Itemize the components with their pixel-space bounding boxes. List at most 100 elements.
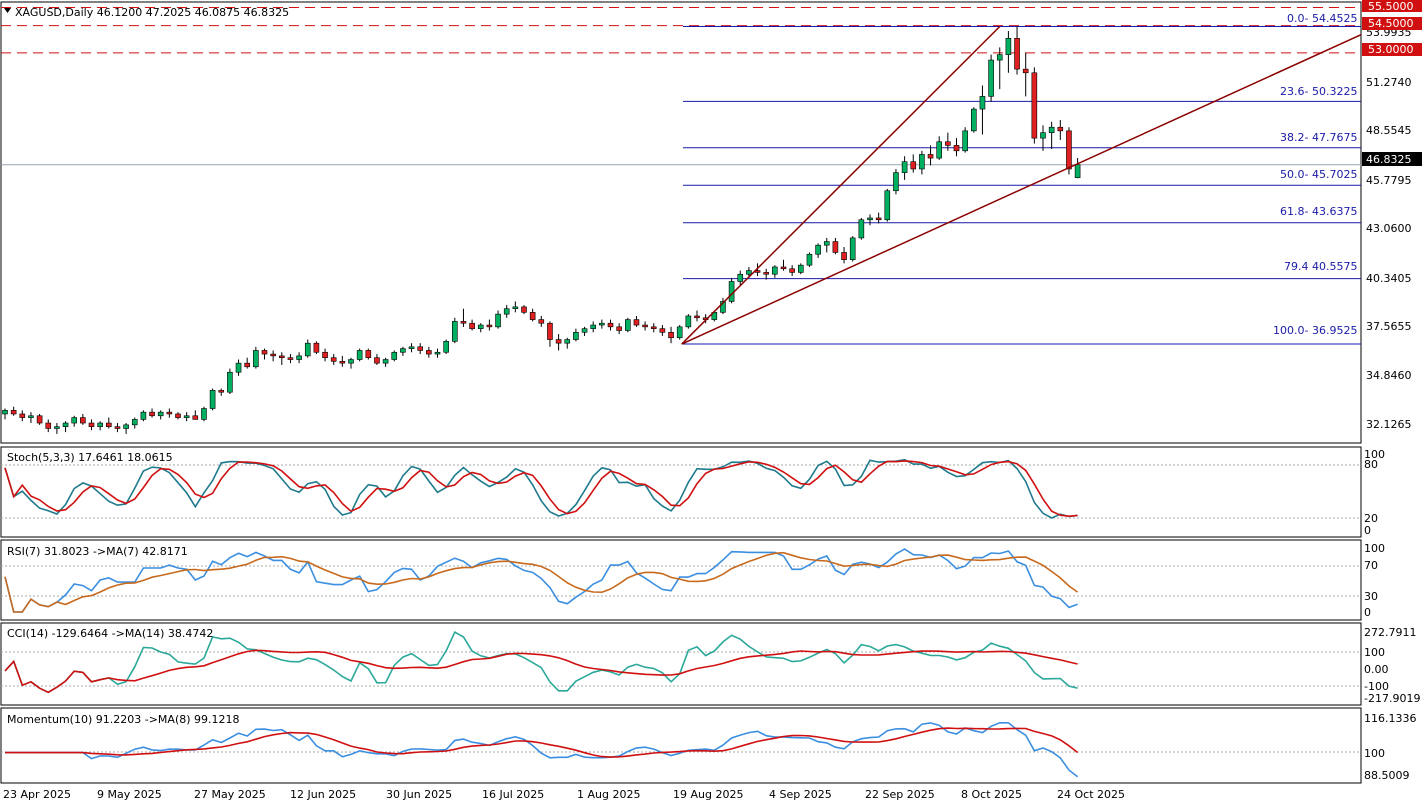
bullish-candle-body (919, 154, 925, 170)
bullish-candle-body (2, 410, 8, 415)
candle (80, 413, 86, 425)
candle (365, 348, 372, 360)
bullish-candle-body (858, 219, 865, 239)
candle (555, 334, 562, 351)
bearish-candle-body (547, 322, 553, 340)
bullish-candle-body (477, 324, 484, 329)
bullish-candle-body (400, 348, 406, 353)
trend-line-support (681, 33, 1362, 345)
candle (400, 346, 406, 356)
candle (88, 419, 95, 431)
bearish-candle-body (607, 322, 614, 328)
bearish-candle-body (19, 413, 26, 418)
candle (884, 188, 891, 222)
candle (806, 252, 813, 267)
candle (841, 247, 847, 264)
fib-label: 38.2- 47.7675 (1280, 131, 1357, 144)
candle (538, 315, 545, 327)
bullish-candle-body (685, 315, 692, 328)
candle (676, 325, 683, 340)
candle (175, 412, 181, 420)
bullish-candle-body (737, 273, 744, 282)
bullish-candle-body (1040, 132, 1046, 139)
time-tick: 23 Apr 2025 (3, 788, 71, 801)
cci-tick: -217.9019 (1364, 692, 1420, 705)
panel-border (0, 622, 1362, 706)
bullish-candle-body (97, 422, 103, 427)
candle (244, 357, 250, 369)
cci-ma-line (4, 649, 1078, 694)
candle (659, 325, 666, 336)
candle (443, 339, 449, 355)
candle (408, 343, 415, 353)
candle (1031, 67, 1038, 144)
bullish-candle-body (356, 350, 363, 360)
indicator-axes: 100 80 20 0 100 70 30 0 272.7911 100 0.0… (1364, 448, 1420, 782)
candle (979, 85, 986, 135)
candle (192, 410, 199, 420)
candle (815, 243, 821, 258)
bearish-candle-body (659, 328, 666, 333)
cci-tick: 272.7911 (1364, 626, 1417, 639)
candle (529, 308, 536, 322)
rsi-tick: 70 (1364, 559, 1378, 572)
candle (521, 305, 527, 315)
bearish-candle-body (668, 331, 674, 339)
bullish-candle-body (815, 244, 821, 255)
bullish-candle-body (996, 54, 1003, 61)
price-tick: 48.5545 (1366, 124, 1412, 137)
current-price-tag-bg (1362, 152, 1422, 166)
candle (417, 343, 424, 355)
bullish-candle-body (936, 141, 943, 159)
bullish-candle-body (408, 346, 415, 349)
candle (54, 423, 60, 434)
bullish-candle-body (884, 190, 891, 221)
candle (106, 417, 112, 429)
price-axis: 53.9935 51.2740 48.5545 45.7795 43.0600 … (1366, 26, 1412, 431)
grid-lines (1, 464, 1361, 753)
candle (668, 326, 674, 344)
candle (624, 317, 631, 333)
price-panel[interactable] (1, 6, 1362, 434)
bullish-candle-body (797, 264, 804, 273)
candle (867, 214, 873, 226)
stoch-tick: 80 (1364, 458, 1378, 471)
bullish-candle-body (599, 322, 605, 326)
collapse-arrow-icon[interactable] (4, 8, 11, 13)
bearish-candle-body (650, 326, 657, 329)
level-tag-bg (1362, 0, 1422, 12)
bearish-candle-body (832, 241, 839, 253)
candle (460, 308, 467, 327)
candle (157, 410, 164, 420)
candle (71, 415, 77, 427)
candle (737, 270, 744, 286)
candle (227, 368, 233, 394)
price-tick: 34.8460 (1366, 369, 1412, 382)
candle (936, 136, 943, 160)
candle (599, 319, 605, 329)
bearish-candle-body (374, 357, 380, 364)
bearish-candle-body (486, 324, 493, 328)
time-tick: 19 Aug 2025 (673, 788, 743, 801)
bullish-candle-body (806, 253, 813, 266)
candle (201, 406, 207, 422)
candle (893, 168, 899, 195)
bullish-candle-body (253, 350, 259, 368)
candle (1057, 119, 1064, 140)
candle (919, 150, 925, 175)
candle (650, 323, 657, 333)
candle (616, 323, 622, 335)
bearish-candle-body (149, 411, 155, 417)
bearish-candle-body (218, 390, 225, 393)
candle (97, 421, 103, 431)
candle (996, 47, 1003, 90)
rsi-tick: 0 (1364, 606, 1371, 619)
candle (1048, 121, 1055, 149)
candle (910, 154, 917, 173)
rsi-ma-line (4, 551, 1079, 613)
candle (564, 337, 571, 349)
bullish-candle-body (183, 415, 190, 418)
bullish-candle-body (979, 96, 986, 110)
candle (36, 413, 43, 425)
